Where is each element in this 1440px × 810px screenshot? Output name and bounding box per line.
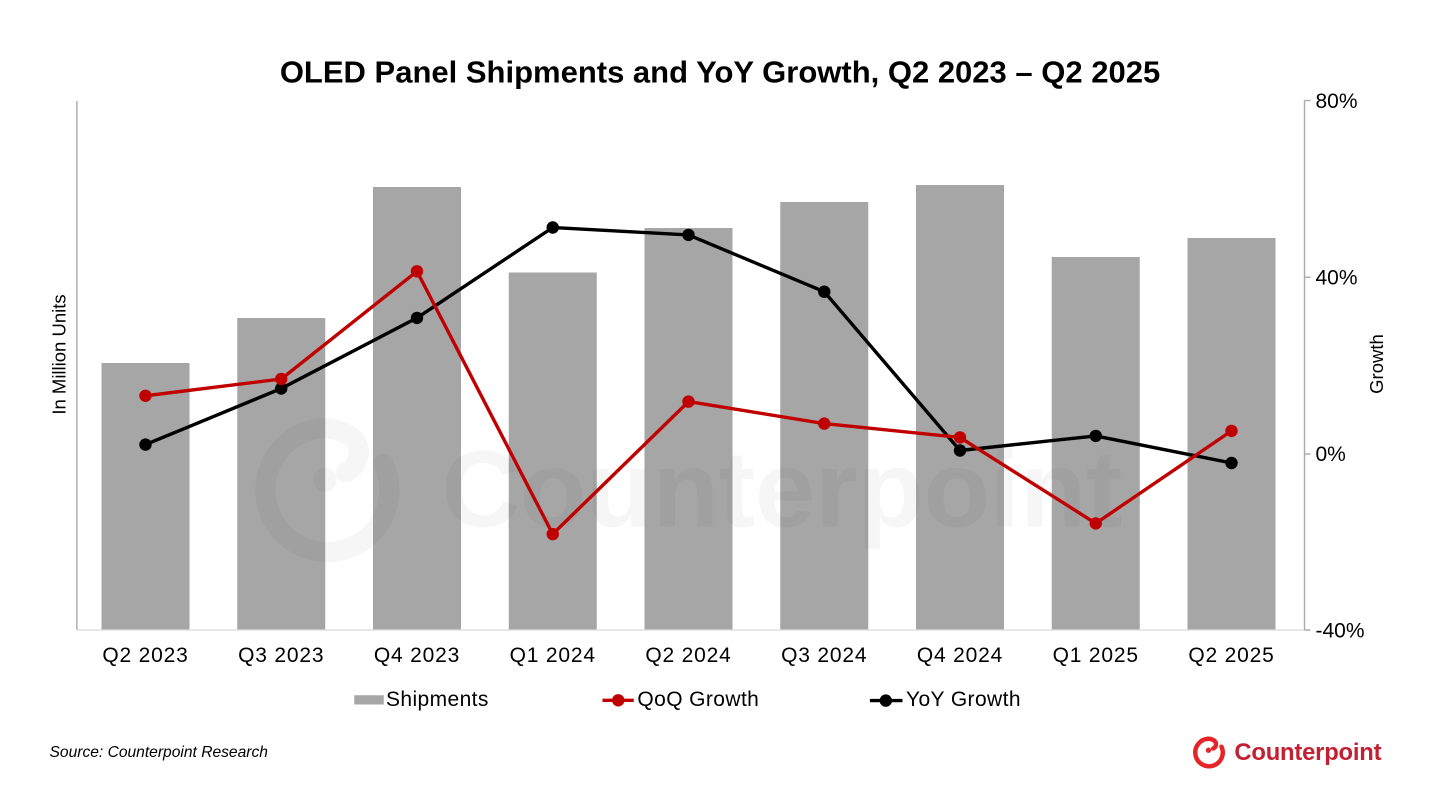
svg-text:Q3 2023: Q3 2023: [238, 644, 324, 667]
svg-text:Shipments: Shipments: [386, 688, 489, 711]
svg-text:Q1 2024: Q1 2024: [510, 644, 596, 667]
svg-text:40%: 40%: [1316, 266, 1358, 289]
svg-text:-40%: -40%: [1316, 620, 1365, 643]
svg-text:Q2 2024: Q2 2024: [645, 644, 731, 667]
svg-text:QoQ Growth: QoQ Growth: [637, 688, 759, 711]
svg-text:Q1 2025: Q1 2025: [1053, 644, 1139, 667]
svg-text:OLED Panel Shipments and YoY G: OLED Panel Shipments and YoY Growth, Q2 …: [280, 55, 1160, 90]
svg-text:Q4 2023: Q4 2023: [374, 644, 460, 667]
svg-text:Counterpoint: Counterpoint: [442, 429, 1123, 551]
svg-text:80%: 80%: [1316, 90, 1358, 113]
svg-text:Growth: Growth: [1366, 334, 1387, 394]
svg-text:0%: 0%: [1316, 443, 1346, 466]
svg-text:In Million Units: In Million Units: [49, 294, 70, 414]
svg-text:Q2 2025: Q2 2025: [1188, 644, 1274, 667]
svg-text:YoY Growth: YoY Growth: [906, 688, 1021, 711]
svg-text:Source: Counterpoint Research: Source: Counterpoint Research: [50, 744, 268, 761]
svg-text:Q4 2024: Q4 2024: [917, 644, 1003, 667]
svg-text:Q2 2023: Q2 2023: [102, 644, 188, 667]
svg-text:Counterpoint: Counterpoint: [1234, 739, 1381, 766]
svg-text:Q3 2024: Q3 2024: [781, 644, 867, 667]
